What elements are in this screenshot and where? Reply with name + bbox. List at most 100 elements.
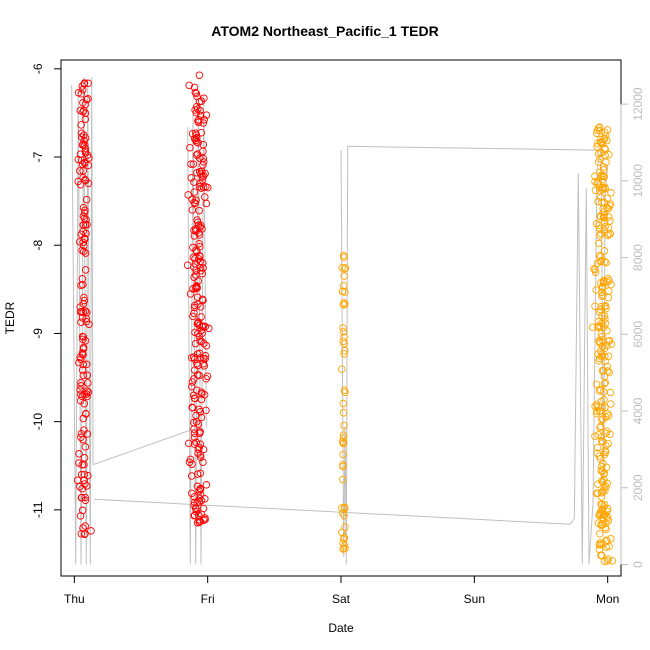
data-point	[83, 430, 92, 438]
data-point	[608, 557, 617, 565]
data-point	[600, 214, 608, 222]
data-point	[201, 354, 209, 363]
data-point	[83, 220, 91, 229]
data-point	[74, 155, 83, 164]
data-point	[195, 332, 203, 341]
data-point	[193, 470, 202, 478]
data-point	[75, 358, 83, 367]
data-point	[79, 212, 88, 220]
data-point	[607, 340, 616, 348]
data-point	[82, 95, 91, 104]
y2-tick-label: 8000	[631, 244, 645, 271]
data-point	[602, 536, 610, 545]
y2-tick-label: 0	[631, 561, 645, 568]
line-segment-3	[94, 498, 571, 525]
data-point	[196, 428, 204, 436]
data-point	[597, 288, 606, 296]
data-point	[195, 515, 204, 524]
data-point	[192, 134, 201, 142]
data-point	[339, 324, 347, 332]
data-point	[191, 199, 199, 208]
data-point	[190, 188, 199, 196]
data-point	[597, 462, 606, 471]
data-point	[592, 400, 601, 409]
data-point	[605, 336, 614, 345]
data-point	[82, 195, 91, 204]
data-point	[81, 266, 90, 274]
data-point	[187, 382, 196, 391]
data-point	[195, 511, 203, 520]
data-point	[76, 390, 85, 398]
data-point	[194, 319, 202, 327]
data-point	[597, 521, 605, 530]
data-point	[600, 258, 609, 266]
data-point	[339, 251, 348, 260]
data-point	[607, 400, 615, 408]
data-point	[596, 155, 604, 163]
plot-frame	[60, 59, 622, 577]
y2-tick-label: 2000	[631, 474, 645, 501]
data-point	[595, 224, 604, 233]
data-point	[195, 498, 204, 506]
data-point	[599, 213, 608, 221]
data-point	[605, 287, 613, 295]
data-point	[603, 409, 612, 418]
data-point	[195, 116, 203, 124]
data-point	[595, 239, 603, 248]
y-tick-label: -6	[31, 63, 45, 74]
data-point	[81, 443, 90, 451]
data-point	[602, 258, 610, 267]
data-point	[78, 392, 86, 401]
line-segment-4	[340, 145, 602, 565]
data-point	[195, 239, 203, 248]
x-tick-label: Sun	[464, 592, 485, 606]
data-point	[604, 293, 613, 302]
data-point	[79, 371, 88, 380]
data-point	[592, 380, 601, 388]
data-point	[192, 196, 200, 205]
data-point	[340, 272, 348, 280]
x-axis: Thu Fri Sat Sun Mon	[64, 575, 619, 606]
data-point	[607, 189, 615, 197]
data-point	[197, 496, 206, 505]
data-point	[201, 169, 209, 178]
data-point	[79, 106, 88, 115]
data-point	[339, 450, 347, 459]
data-point	[600, 557, 609, 566]
data-point	[192, 246, 200, 254]
data-point	[339, 281, 348, 290]
x-tick-label: Fri	[201, 592, 215, 606]
data-point	[75, 238, 84, 246]
data-point	[606, 217, 614, 225]
data-point	[601, 132, 610, 140]
data-point	[82, 360, 91, 369]
data-point	[595, 357, 603, 365]
data-point	[76, 167, 84, 175]
data-point	[603, 231, 612, 240]
data-point	[596, 423, 604, 432]
data-point	[595, 511, 603, 520]
data-point	[338, 437, 347, 446]
data-point	[598, 437, 606, 445]
data-point	[79, 414, 88, 423]
y-tick-label: -11	[31, 501, 45, 518]
data-point	[81, 134, 90, 142]
data-point	[186, 143, 194, 152]
data-point	[604, 367, 612, 375]
data-point	[591, 402, 599, 411]
data-point	[191, 339, 200, 348]
data-point	[597, 193, 605, 202]
data-point	[188, 404, 197, 412]
data-point	[192, 131, 201, 139]
data-point	[601, 184, 609, 193]
data-point	[600, 372, 609, 381]
data-point	[338, 504, 346, 512]
data-point	[191, 88, 200, 97]
data-point	[187, 160, 195, 168]
data-point	[193, 293, 202, 301]
y-tick-label: -8	[31, 240, 45, 251]
data-point	[199, 264, 207, 272]
data-point	[191, 106, 199, 114]
data-point	[595, 251, 604, 260]
data-point	[202, 341, 211, 350]
